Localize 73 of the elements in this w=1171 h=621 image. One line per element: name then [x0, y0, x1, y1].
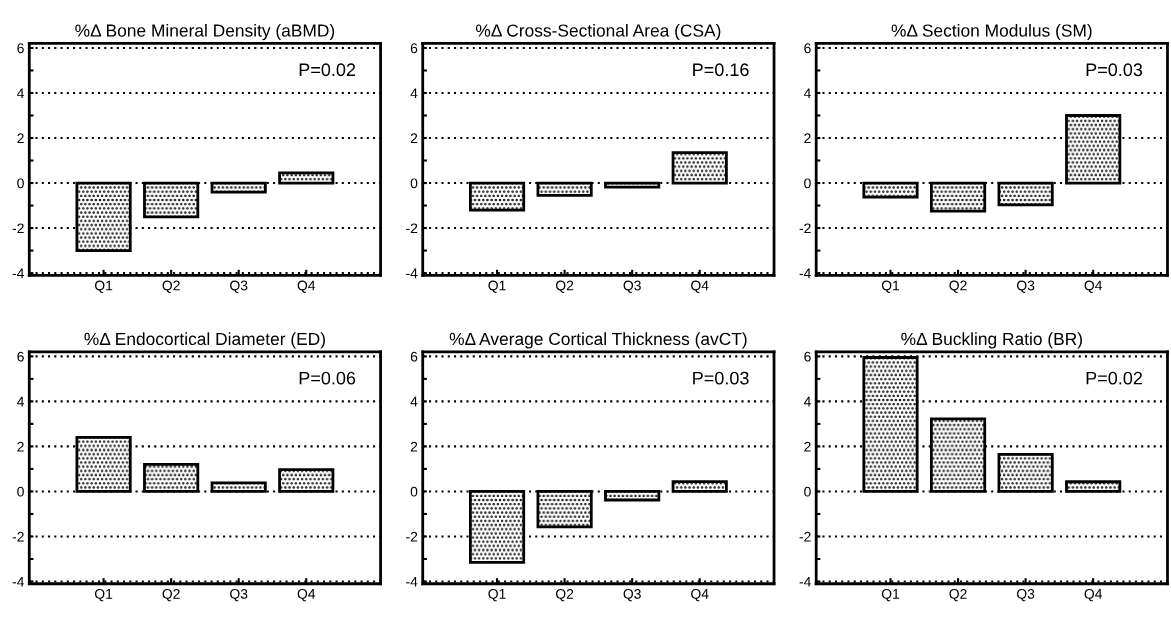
- y-tick-label: 0: [804, 486, 811, 497]
- x-tick-label: Q4: [1084, 280, 1103, 293]
- y-tick-label: 4: [17, 396, 25, 407]
- annotation: P=0.02: [299, 63, 356, 77]
- annotation: P=0.03: [1086, 63, 1143, 77]
- y-tick-label: 6: [17, 43, 24, 54]
- y-tick-label: 2: [804, 133, 811, 144]
- x-tick-label: Q3: [1017, 280, 1035, 293]
- y-tick-label: 6: [804, 43, 811, 54]
- x-tick-label: Q4: [297, 280, 316, 293]
- x-tick-label: Q2: [162, 280, 180, 293]
- x-tick-label: Q4: [691, 280, 709, 293]
- x-tick-label: Q3: [1017, 588, 1035, 602]
- chart-title: %Δ Section Modulus (SM): [891, 23, 1092, 41]
- x-tick-label: Q3: [623, 280, 641, 293]
- y-tick-label: -2: [799, 531, 811, 542]
- x-tick-label: Q3: [230, 280, 248, 293]
- y-tick-label: 2: [804, 441, 811, 452]
- annotation: P=0.16: [693, 63, 749, 77]
- x-tick-label: Q4: [1084, 588, 1103, 602]
- x-tick-label: Q4: [691, 588, 709, 602]
- y-tick-label: 6: [410, 43, 418, 54]
- y-tick-label: -2: [406, 223, 418, 234]
- x-tick-label: Q1: [94, 280, 113, 293]
- y-tick-label: -4: [12, 268, 25, 279]
- x-tick-label: Q1: [881, 280, 900, 293]
- y-tick-label: 6: [410, 351, 418, 362]
- x-tick-label: Q3: [230, 588, 248, 602]
- x-tick-label: Q2: [949, 588, 967, 602]
- x-tick-label: Q1: [488, 280, 506, 293]
- chart-title: %Δ Bone Mineral Density (aBMD): [75, 23, 335, 41]
- x-tick-label: Q1: [881, 588, 900, 602]
- y-tick-label: -2: [406, 531, 418, 542]
- y-tick-label: 0: [804, 178, 811, 189]
- bar: [278, 468, 335, 493]
- annotation: P=0.03: [693, 371, 749, 385]
- y-tick-label: -2: [12, 223, 24, 234]
- chart-title: %Δ Endocortical Diameter (ED): [84, 332, 325, 349]
- y-tick-label: 4: [803, 88, 811, 99]
- y-tick-label: 2: [17, 133, 24, 144]
- x-tick-label: Q2: [556, 588, 574, 602]
- annotation: P=0.06: [299, 371, 356, 385]
- x-tick-label: Q4: [297, 588, 316, 602]
- chart-title: %Δ Average Cortical Thickness (avCT): [449, 332, 747, 349]
- y-tick-label: -2: [799, 223, 811, 234]
- x-tick-label: Q2: [949, 280, 967, 293]
- x-tick-label: Q1: [488, 588, 506, 602]
- y-tick-label: 4: [17, 88, 25, 99]
- x-tick-label: Q3: [623, 588, 641, 602]
- y-tick-label: 6: [804, 351, 811, 362]
- y-tick-label: -4: [406, 576, 418, 587]
- y-tick-label: -4: [406, 268, 418, 279]
- chart-title: %Δ Cross-Sectional Area (CSA): [475, 23, 721, 41]
- y-tick-label: 0: [17, 178, 24, 189]
- annotation: P=0.02: [1086, 371, 1142, 385]
- chart-title: %Δ Buckling Ratio (BR): [901, 332, 1082, 349]
- x-tick-label: Q2: [162, 588, 180, 602]
- y-tick-label: 2: [410, 133, 418, 144]
- y-tick-label: 4: [410, 88, 418, 99]
- y-tick-label: 4: [410, 396, 418, 407]
- y-tick-label: 0: [17, 486, 24, 497]
- y-tick-label: -4: [799, 268, 811, 279]
- y-tick-label: 4: [803, 396, 811, 407]
- y-tick-label: 0: [410, 178, 418, 189]
- y-tick-label: 2: [17, 441, 24, 452]
- y-tick-label: 6: [17, 351, 24, 362]
- x-tick-label: Q1: [94, 588, 113, 602]
- y-tick-label: -2: [12, 531, 24, 542]
- y-tick-label: 2: [410, 441, 418, 452]
- y-tick-label: -4: [12, 576, 25, 587]
- x-tick-label: Q2: [556, 280, 574, 293]
- y-tick-label: 0: [410, 486, 418, 497]
- y-tick-label: -4: [799, 576, 811, 587]
